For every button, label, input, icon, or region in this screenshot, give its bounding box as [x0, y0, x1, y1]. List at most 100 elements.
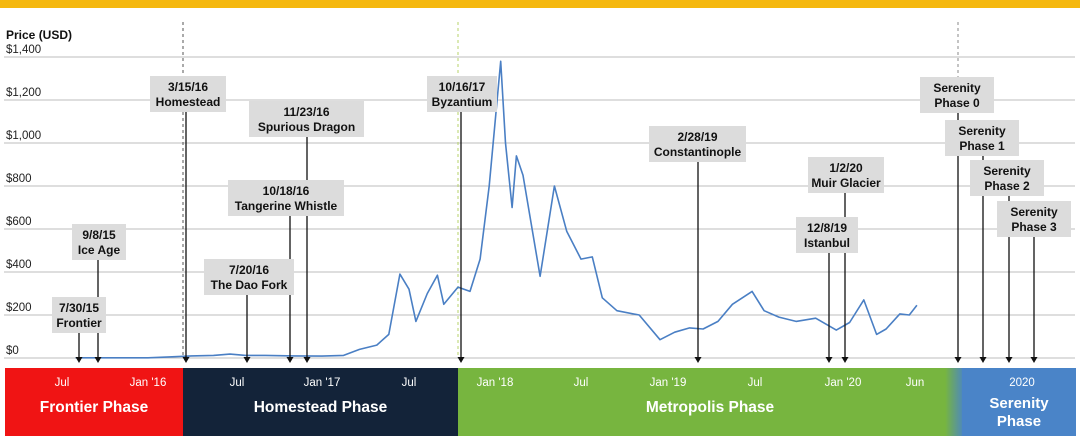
arrow-head: [979, 357, 987, 363]
y-tick-label: $200: [6, 302, 32, 314]
x-tick-label: 2020: [1009, 377, 1035, 389]
annotation-box: [52, 297, 106, 333]
annotation-box: [997, 201, 1071, 237]
y-tick-label: $1,000: [6, 130, 41, 142]
annotation-box: [427, 76, 497, 112]
x-tick-label: Jun: [906, 377, 925, 389]
annotation-name-line: Serenity: [933, 81, 981, 95]
arrow-head: [1005, 357, 1013, 363]
annotation-box: [249, 101, 364, 137]
phase-label: Homestead Phase: [254, 399, 388, 416]
annotation-date: 3/15/16: [168, 80, 208, 94]
annotation-name: Homestead: [156, 95, 221, 109]
top-banner: [0, 0, 1080, 8]
annotation-box: [808, 157, 884, 193]
annotation-date: 12/8/19: [807, 221, 847, 235]
arrow-head: [182, 357, 190, 363]
annotation-name: The Dao Fork: [211, 278, 288, 292]
annotation-date: 10/18/16: [263, 184, 310, 198]
annotation-name: Muir Glacier: [811, 176, 881, 190]
arrow-head: [1030, 357, 1038, 363]
arrow-head: [457, 357, 465, 363]
annotation-name-line: Serenity: [983, 164, 1031, 178]
annotation-name: Byzantium: [432, 95, 493, 109]
arrow-head: [954, 357, 962, 363]
annotation-box: [920, 77, 994, 113]
annotation-box: [204, 259, 294, 295]
annotation-box: [970, 160, 1044, 196]
y-tick-label: $0: [6, 345, 19, 357]
annotation-date: 1/2/20: [829, 161, 863, 175]
phase-band: [962, 368, 1076, 436]
phase-transition: [945, 368, 965, 436]
annotation-date: 7/20/16: [229, 263, 269, 277]
phase-band-metropolis-phase: Metropolis Phase: [458, 368, 965, 436]
y-tick-label: $1,200: [6, 87, 41, 99]
arrow-head: [694, 357, 702, 363]
y-tick-label: $800: [6, 173, 32, 185]
annotation-date: 9/8/15: [82, 228, 116, 242]
annotation-box: [796, 217, 858, 253]
x-tick-label: Jan '19: [650, 377, 687, 389]
annotation-date: 7/30/15: [59, 301, 99, 315]
annotation-box: [228, 180, 344, 216]
price-line: [75, 60, 918, 359]
annotation-box: [150, 76, 226, 112]
phase-band-homestead-phase: Homestead Phase: [183, 368, 458, 436]
phase-band: [5, 368, 183, 436]
phase-band: [183, 368, 458, 436]
annotation-name: Phase 3: [1011, 220, 1057, 234]
y-tick-label: $400: [6, 259, 32, 271]
x-tick-label: Jul: [402, 377, 417, 389]
arrow-head: [243, 357, 251, 363]
x-tick-label: Jul: [230, 377, 245, 389]
phase-label: Metropolis Phase: [646, 399, 775, 416]
x-tick-label: Jan '20: [825, 377, 862, 389]
phase-label: Serenity: [989, 395, 1049, 412]
annotation-name: Constantinople: [654, 145, 742, 159]
arrow-head: [841, 357, 849, 363]
annotation-box: [945, 120, 1019, 156]
arrow-head: [303, 357, 311, 363]
annotation-box: [649, 126, 746, 162]
annotation-name-line: Serenity: [958, 124, 1006, 138]
annotation-name: Spurious Dragon: [258, 120, 355, 134]
annotation-name: Istanbul: [804, 236, 850, 250]
x-tick-label: Jan '17: [304, 377, 341, 389]
annotation-name: Phase 0: [934, 96, 980, 110]
x-tick-label: Jul: [574, 377, 589, 389]
arrow-head: [75, 357, 83, 363]
annotation-box: [72, 224, 126, 260]
annotation-date: 11/23/16: [283, 105, 329, 119]
phase-label: Frontier Phase: [40, 399, 149, 416]
annotation-date: 10/16/17: [439, 80, 486, 94]
phase-band: [458, 368, 962, 436]
y-tick-label: $1,400: [6, 44, 41, 56]
x-tick-label: Jan '18: [477, 377, 514, 389]
annotation-name: Ice Age: [78, 243, 121, 257]
annotation-name: Phase 2: [984, 179, 1030, 193]
y-tick-label: $600: [6, 216, 32, 228]
arrow-head: [825, 357, 833, 363]
x-tick-label: Jan '16: [130, 377, 167, 389]
x-tick-label: Jul: [55, 377, 70, 389]
y-axis-label: Price (USD): [6, 28, 73, 42]
annotation-name: Frontier: [56, 316, 102, 330]
phase-band-frontier-phase: Frontier Phase: [5, 368, 183, 436]
